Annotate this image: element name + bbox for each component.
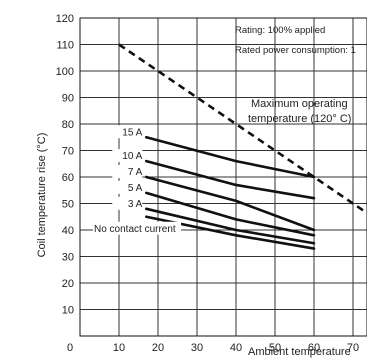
x-tick-20: 20: [152, 342, 164, 354]
series-label-bg-3: [112, 180, 143, 194]
series-label-bg-5: [93, 221, 181, 235]
x-tick-10: 10: [113, 342, 125, 354]
series-label-bg-0: [112, 125, 143, 139]
series-line-3: [145, 191, 316, 237]
series-label-5: No contact current: [94, 224, 176, 235]
series-label-4: 3 A: [128, 199, 143, 210]
power-annotation: Rated power consumption: 1: [235, 45, 356, 56]
x-tick-40: 40: [230, 342, 242, 354]
plot-frame: [79, 17, 367, 337]
rating-annotation: Rating: 100% applied: [235, 25, 325, 36]
y-tick-110: 110: [56, 40, 74, 52]
y-tick-90: 90: [62, 93, 74, 105]
series-line-4: [145, 207, 316, 245]
x-tick-50: 50: [269, 342, 281, 354]
x-tick-60: 60: [308, 342, 320, 354]
y-tick-50: 50: [62, 199, 74, 211]
y-tick-120: 120: [56, 13, 74, 25]
series-label-bg-2: [112, 165, 143, 178]
series-line-1: [145, 159, 316, 200]
y-axis-label: Coil temperature rise (°C): [36, 133, 48, 258]
series-line-2: [145, 175, 316, 232]
series-label-2: 7 A: [128, 167, 143, 178]
max-temp-annotation-line2: temperature (120° C): [248, 113, 351, 125]
y-tick-80: 80: [62, 119, 74, 131]
y-tick-70: 70: [62, 146, 74, 158]
y-tick-40: 40: [62, 225, 74, 237]
max-temp-annotation-line1: Maximum operating: [251, 98, 348, 110]
series-lines: 15 A 10 A 7 A 5 A 3 A No contact current: [93, 125, 316, 250]
x-tick-0: 0: [67, 342, 73, 354]
y-tick-10: 10: [62, 305, 74, 317]
y-tick-100: 100: [56, 66, 74, 78]
series-label-bg-1: [112, 149, 143, 163]
series-label-3: 5 A: [128, 183, 143, 194]
y-tick-30: 30: [62, 252, 74, 264]
x-tick-30: 30: [191, 342, 203, 354]
x-tick-labels: 0 10 20 30 40 50 60 70: [67, 342, 359, 354]
series-line-0: [145, 135, 316, 179]
x-tick-70: 70: [347, 342, 359, 354]
series-label-1: 10 A: [122, 151, 142, 162]
y-tick-60: 60: [62, 172, 74, 184]
series-label-bg-4: [112, 196, 143, 210]
series-label-0: 15 A: [122, 127, 142, 138]
y-tick-20: 20: [62, 278, 74, 290]
x-axis-label: Ambient temperature: [248, 346, 351, 358]
y-tick-labels: 10 20 30 40 50 60 70 80 90 100 110 120: [56, 13, 74, 317]
